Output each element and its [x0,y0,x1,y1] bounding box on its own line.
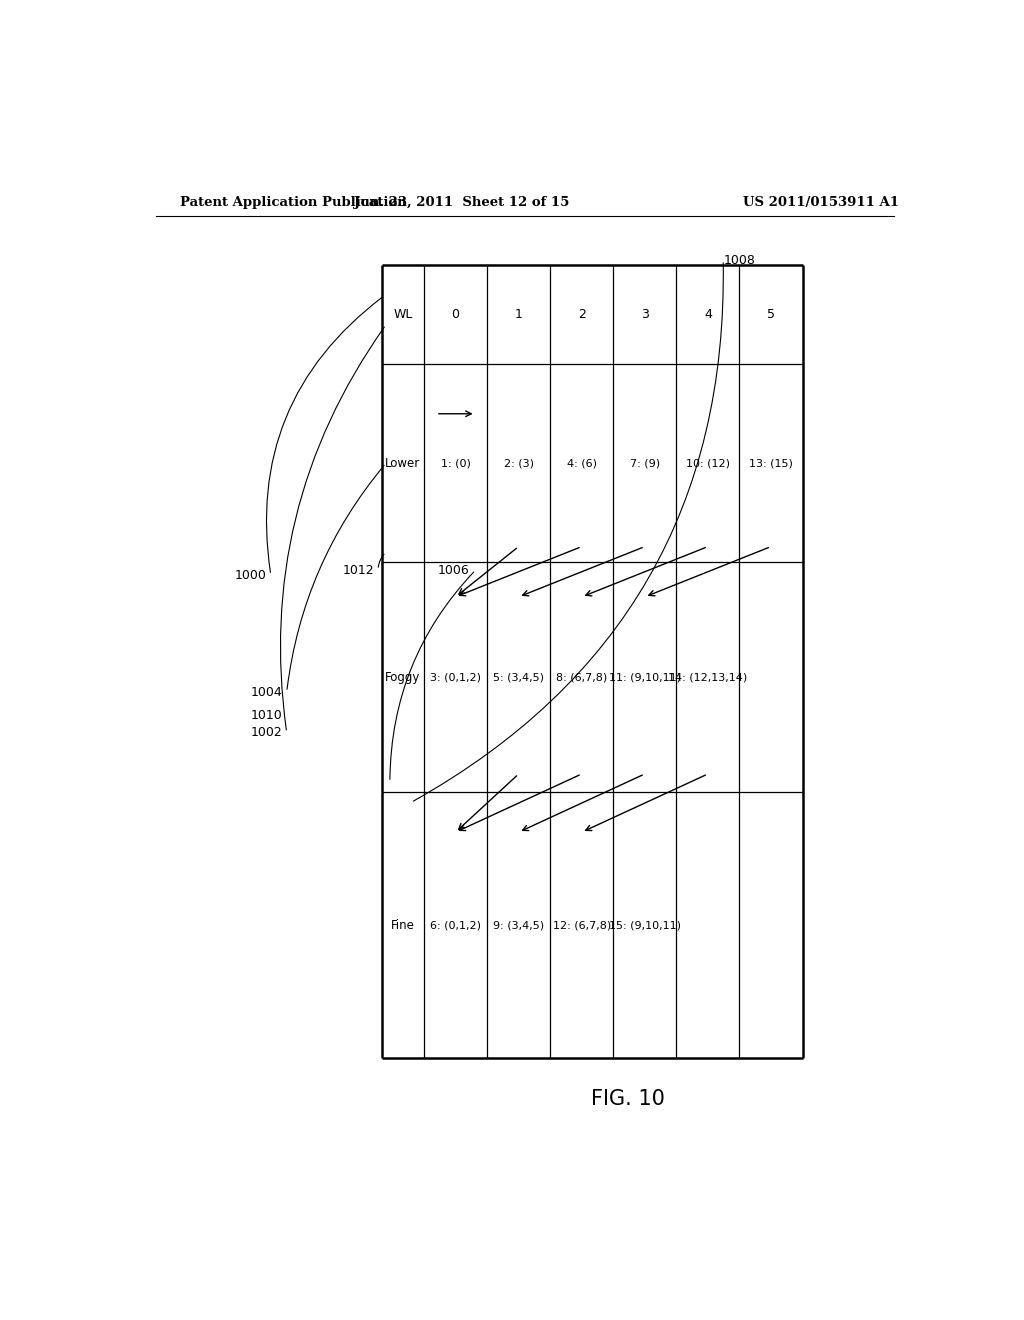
Text: 1: 1 [515,308,522,321]
Text: FIG. 10: FIG. 10 [591,1089,665,1109]
Text: 5: 5 [767,308,775,321]
Text: Jun. 23, 2011  Sheet 12 of 15: Jun. 23, 2011 Sheet 12 of 15 [353,195,569,209]
Text: 15: (9,10,11): 15: (9,10,11) [609,920,681,931]
Text: 4: 4 [703,308,712,321]
Text: 1006: 1006 [437,564,469,577]
Text: US 2011/0153911 A1: US 2011/0153911 A1 [743,195,899,209]
Text: 11: (9,10,11): 11: (9,10,11) [609,672,681,682]
Text: Fine: Fine [391,919,415,932]
Text: Patent Application Publication: Patent Application Publication [179,195,407,209]
Text: WL: WL [393,308,413,321]
Text: 1012: 1012 [342,564,374,577]
Text: 12: (6,7,8): 12: (6,7,8) [553,920,611,931]
Text: 3: 3 [641,308,649,321]
Text: 13: (15): 13: (15) [750,458,793,469]
Text: 2: (3): 2: (3) [504,458,534,469]
Text: 1002: 1002 [251,726,283,739]
Text: 6: (0,1,2): 6: (0,1,2) [430,920,481,931]
Text: 1004: 1004 [251,685,283,698]
Text: 7: (9): 7: (9) [630,458,659,469]
Text: 9: (3,4,5): 9: (3,4,5) [494,920,544,931]
Text: 14: (12,13,14): 14: (12,13,14) [669,672,748,682]
Text: 5: (3,4,5): 5: (3,4,5) [494,672,544,682]
Text: Lower: Lower [385,457,421,470]
Text: 1010: 1010 [251,709,283,722]
Text: 1000: 1000 [234,569,267,582]
Text: 0: 0 [452,308,460,321]
Text: 1: (0): 1: (0) [440,458,470,469]
Text: 8: (6,7,8): 8: (6,7,8) [556,672,607,682]
Text: 3: (0,1,2): 3: (0,1,2) [430,672,481,682]
Text: 4: (6): 4: (6) [566,458,597,469]
Text: 2: 2 [578,308,586,321]
Text: 1008: 1008 [723,253,755,267]
Text: 10: (12): 10: (12) [686,458,730,469]
Text: Foggy: Foggy [385,671,421,684]
